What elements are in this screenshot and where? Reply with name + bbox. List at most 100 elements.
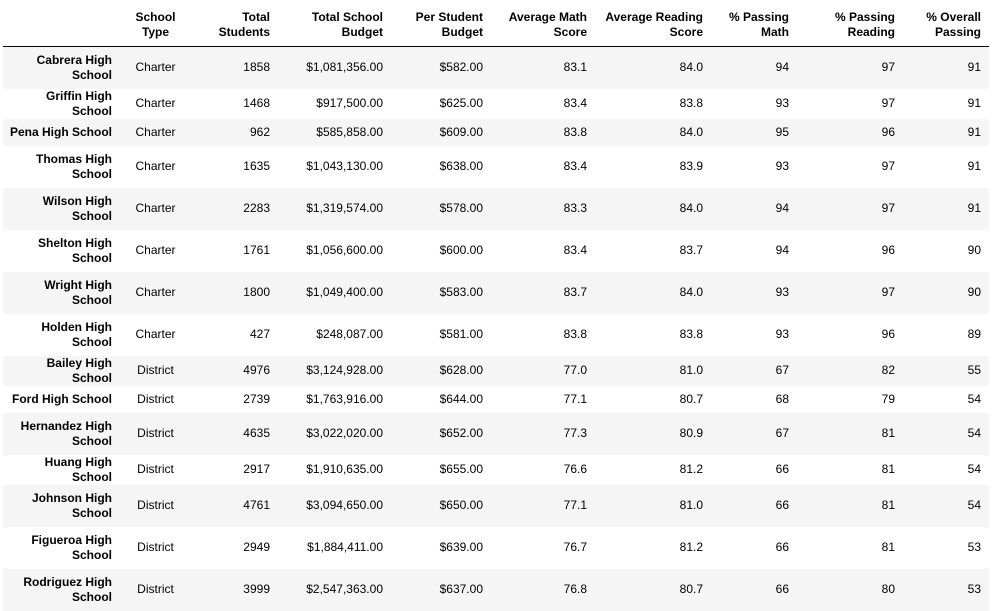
table-row: Cabrera High School Charter 1858 $1,081,356… bbox=[3, 46, 989, 89]
cell-total-students: 3999 bbox=[243, 582, 270, 596]
cell-total-school-budget: $3,022,020.00 bbox=[306, 426, 383, 440]
cell-passing-math: 95 bbox=[775, 124, 789, 139]
cell-passing-math: 68 bbox=[775, 391, 789, 406]
cell-passing-math: 67 bbox=[775, 426, 789, 440]
table-row: Wright High School Charter 1800 $1,049,400.… bbox=[3, 271, 989, 314]
cell-passing-math: 93 bbox=[775, 96, 789, 110]
cell-total-students: 1468 bbox=[243, 96, 270, 110]
cell-overall-passing: 91 bbox=[967, 159, 981, 173]
cell-average-math-score: 83.8 bbox=[563, 124, 587, 139]
table-row: Johnson High School District 4761 $3,094,65… bbox=[3, 484, 989, 527]
cell-per-student-budget: $639.00 bbox=[439, 540, 483, 554]
cell-average-reading-score: 81.2 bbox=[679, 462, 703, 476]
table-row: Wilson High School Charter 2283 $1,319,574.… bbox=[3, 187, 989, 230]
cell-overall-passing: 54 bbox=[967, 391, 981, 406]
cell-total-students: 2739 bbox=[243, 391, 270, 406]
row-index-school-name: Figueroa High School bbox=[31, 532, 112, 562]
cell-total-students: 1761 bbox=[243, 243, 270, 257]
row-index-school-name: Johnson High School bbox=[32, 490, 112, 520]
row-index-school-name: Thomas High School bbox=[35, 151, 112, 181]
cell-per-student-budget: $600.00 bbox=[439, 243, 483, 257]
cell-average-reading-score: 80.7 bbox=[679, 391, 703, 406]
cell-average-reading-score: 84.0 bbox=[679, 201, 703, 215]
cell-total-students: 4976 bbox=[243, 363, 270, 377]
cell-passing-math: 93 bbox=[775, 285, 789, 299]
header-school-type: School Type bbox=[120, 3, 195, 47]
cell-overall-passing: 54 bbox=[967, 498, 981, 512]
cell-passing-reading: 81 bbox=[881, 426, 895, 440]
cell-school-type: Charter bbox=[135, 243, 176, 257]
table-row: Ford High School District 2739 $1,763,916.0… bbox=[3, 385, 989, 413]
cell-average-math-score: 76.8 bbox=[563, 582, 587, 596]
cell-total-school-budget: $1,049,400.00 bbox=[306, 285, 383, 299]
cell-average-reading-score: 83.9 bbox=[679, 159, 703, 173]
table-row: Figueroa High School District 2949 $1,884,4… bbox=[3, 526, 989, 569]
cell-school-type: Charter bbox=[135, 96, 176, 110]
cell-per-student-budget: $625.00 bbox=[439, 96, 483, 110]
cell-average-reading-score: 81.0 bbox=[679, 363, 703, 377]
cell-per-student-budget: $609.00 bbox=[439, 124, 483, 139]
cell-school-type: District bbox=[137, 363, 174, 377]
row-index-school-name: Pena High School bbox=[9, 124, 112, 139]
cell-average-math-score: 83.4 bbox=[563, 96, 587, 110]
cell-average-reading-score: 83.7 bbox=[679, 243, 703, 257]
cell-average-reading-score: 84.0 bbox=[679, 124, 703, 139]
cell-average-math-score: 83.7 bbox=[563, 285, 587, 299]
cell-total-school-budget: $1,056,600.00 bbox=[306, 243, 383, 257]
cell-passing-math: 66 bbox=[775, 582, 789, 596]
cell-passing-reading: 97 bbox=[881, 96, 895, 110]
header-average-math-score: Average Math Score bbox=[491, 3, 595, 47]
cell-per-student-budget: $652.00 bbox=[439, 426, 483, 440]
cell-total-students: 2917 bbox=[243, 462, 270, 476]
cell-average-reading-score: 84.0 bbox=[679, 285, 703, 299]
cell-average-math-score: 77.1 bbox=[563, 498, 587, 512]
cell-overall-passing: 54 bbox=[967, 426, 981, 440]
cell-overall-passing: 53 bbox=[967, 540, 981, 554]
table-row: Bailey High School District 4976 $3,124,928… bbox=[3, 355, 989, 386]
row-index-school-name: Cabrera High School bbox=[36, 52, 112, 82]
cell-total-school-budget: $2,547,363.00 bbox=[306, 582, 383, 596]
cell-average-math-score: 77.0 bbox=[563, 363, 587, 377]
cell-passing-math: 66 bbox=[775, 462, 789, 476]
cell-average-reading-score: 84.0 bbox=[679, 60, 703, 75]
cell-overall-passing: 54 bbox=[967, 462, 981, 476]
cell-average-math-score: 83.3 bbox=[563, 201, 587, 215]
cell-passing-math: 93 bbox=[775, 159, 789, 173]
header-average-reading-score: Average Reading Score bbox=[595, 3, 711, 47]
header-overall-passing: % Overall Passing bbox=[903, 3, 989, 47]
row-index-school-name: Griffin High School bbox=[46, 88, 112, 118]
cell-total-school-budget: $917,500.00 bbox=[316, 96, 383, 110]
cell-total-students: 1635 bbox=[243, 159, 270, 173]
table-row: Pena High School Charter 962 $585,858.00 $60… bbox=[3, 118, 989, 146]
cell-per-student-budget: $578.00 bbox=[439, 201, 483, 215]
cell-passing-math: 67 bbox=[775, 363, 789, 377]
cell-per-student-budget: $650.00 bbox=[439, 498, 483, 512]
cell-passing-math: 94 bbox=[775, 60, 789, 75]
table-row: Holden High School Charter 427 $248,087.00 $… bbox=[3, 313, 989, 356]
cell-passing-reading: 97 bbox=[881, 159, 895, 173]
cell-per-student-budget: $644.00 bbox=[439, 391, 483, 406]
cell-total-students: 427 bbox=[249, 327, 270, 341]
cell-average-math-score: 83.1 bbox=[563, 60, 587, 75]
cell-overall-passing: 90 bbox=[967, 285, 981, 299]
cell-total-students: 2949 bbox=[243, 540, 270, 554]
table-row: Huang High School District 2917 $1,910,635.… bbox=[3, 454, 989, 485]
cell-passing-reading: 79 bbox=[881, 391, 895, 406]
row-index-school-name: Wilson High School bbox=[42, 193, 112, 223]
cell-school-type: District bbox=[137, 498, 174, 512]
cell-total-school-budget: $3,124,928.00 bbox=[306, 363, 383, 377]
cell-overall-passing: 91 bbox=[967, 96, 981, 110]
cell-average-reading-score: 83.8 bbox=[679, 96, 703, 110]
cell-school-type: Charter bbox=[135, 124, 176, 139]
cell-total-students: 1800 bbox=[243, 285, 270, 299]
cell-passing-reading: 80 bbox=[881, 582, 895, 596]
cell-total-school-budget: $1,763,916.00 bbox=[306, 391, 383, 406]
cell-passing-reading: 81 bbox=[881, 498, 895, 512]
cell-average-math-score: 76.6 bbox=[563, 462, 587, 476]
cell-total-school-budget: $1,081,356.00 bbox=[306, 60, 383, 75]
cell-total-school-budget: $585,858.00 bbox=[316, 124, 383, 139]
row-index-school-name: Huang High School bbox=[44, 454, 112, 484]
cell-school-type: District bbox=[137, 426, 174, 440]
cell-average-reading-score: 80.7 bbox=[679, 582, 703, 596]
cell-per-student-budget: $582.00 bbox=[439, 60, 483, 75]
